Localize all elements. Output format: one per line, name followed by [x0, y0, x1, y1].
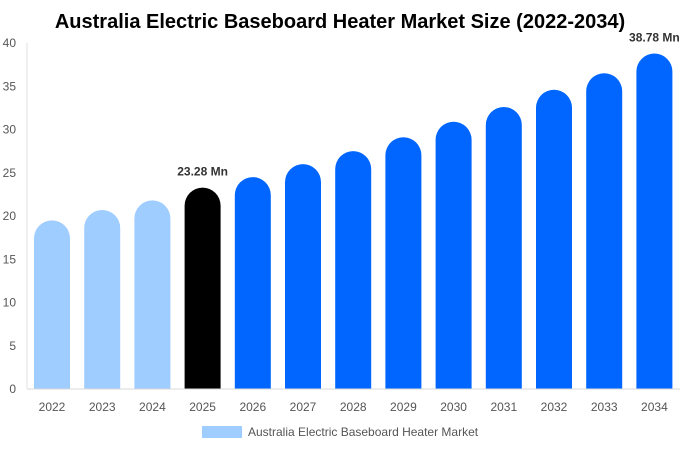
bar-2032	[536, 89, 572, 389]
y-tick-label: 35	[3, 79, 17, 93]
y-tick-label: 10	[3, 296, 17, 310]
y-tick-label: 30	[3, 123, 17, 137]
x-tick-label: 2028	[340, 400, 367, 414]
x-tick-label: 2034	[641, 400, 668, 414]
y-tick-label: 20	[3, 209, 17, 223]
y-tick-label: 5	[9, 339, 16, 353]
data-label: 23.28 Mn	[177, 165, 228, 179]
y-axis: 0 5 10 15 20 25 30 35 40	[3, 36, 28, 396]
chart-title: Australia Electric Baseboard Heater Mark…	[55, 11, 625, 33]
x-tick-label: 2022	[39, 400, 66, 414]
x-tick-label: 2030	[440, 400, 467, 414]
bar-2029	[385, 137, 422, 389]
bar-2030	[435, 121, 472, 389]
bar-2023	[84, 209, 121, 389]
x-tick-label: 2023	[89, 400, 116, 414]
bar-2033	[586, 73, 623, 389]
x-tick-label: 2033	[591, 400, 618, 414]
x-tick-label: 2032	[541, 400, 568, 414]
bar-2026	[234, 177, 271, 389]
y-tick-label: 40	[3, 36, 17, 50]
x-tick-label: 2024	[139, 400, 166, 414]
bars: 23.28 Mn 38.78 Mn	[34, 31, 680, 389]
legend: Australia Electric Baseboard Heater Mark…	[202, 425, 478, 439]
bar-2031	[485, 107, 522, 389]
y-tick-label: 25	[3, 166, 17, 180]
legend-swatch	[202, 426, 242, 438]
y-tick-label: 15	[3, 252, 17, 266]
x-axis: 2022 2023 2024 2025 2026 2027 2028 2029 2030 2031…	[27, 388, 680, 414]
bar-2022	[34, 220, 70, 389]
x-tick-label: 2029	[390, 400, 417, 414]
x-tick-label: 2025	[189, 400, 216, 414]
legend-label: Australia Electric Baseboard Heater Mark…	[248, 425, 479, 439]
y-tick-label: 0	[9, 382, 16, 396]
bar-2025	[184, 187, 221, 389]
bar-2034	[636, 53, 673, 389]
data-label: 38.78 Mn	[629, 31, 680, 45]
x-tick-label: 2031	[490, 400, 517, 414]
bar-2027	[285, 164, 321, 389]
x-tick-label: 2027	[290, 400, 317, 414]
bar-2024	[134, 200, 171, 389]
x-tick-label: 2026	[239, 400, 266, 414]
bar-2028	[335, 151, 372, 389]
